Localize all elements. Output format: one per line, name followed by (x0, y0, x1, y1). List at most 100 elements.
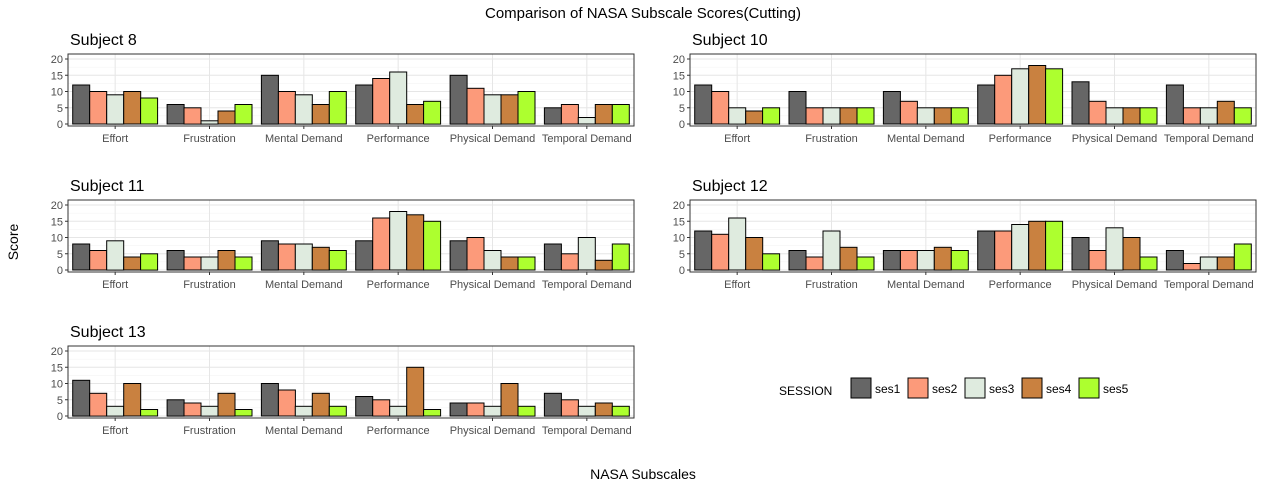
y-tick-label: 10 (673, 87, 685, 99)
y-axis-title: Score (5, 224, 21, 261)
bar-ses4-frustration (217, 250, 236, 271)
y-tick-label: 20 (51, 54, 63, 66)
x-tick-label: Temporal Demand (542, 425, 632, 437)
panel-border (67, 53, 635, 127)
bar-ses2-performance (372, 217, 391, 271)
bar-ses3-frustration (822, 230, 841, 271)
facet-panels: Subject 8 0 5 10 15 20 Effort Frustration Mental… (51, 32, 1257, 437)
bar-ses2-performance (994, 230, 1013, 271)
y-tick-label: 15 (673, 70, 685, 82)
legend-key-ses3 (964, 377, 986, 399)
y-tick-label: 15 (673, 216, 685, 228)
x-tick-label: Performance (989, 133, 1052, 145)
bar-ses3-physical-demand (1105, 227, 1124, 271)
x-tick-label: Physical Demand (450, 279, 536, 291)
bar-ses5-temporal-demand (1233, 243, 1252, 271)
x-tick-label: Effort (102, 425, 128, 437)
bar-ses5-physical-demand (517, 405, 536, 417)
bar-ses5-effort (762, 107, 781, 125)
x-tick-label: Temporal Demand (1164, 133, 1254, 145)
bar-ses1-frustration (788, 250, 807, 271)
panel-title: Subject 13 (70, 324, 146, 341)
bar-ses5-effort (140, 409, 159, 417)
panel-background (68, 346, 634, 418)
bar-ses2-physical-demand (466, 237, 485, 271)
bar-ses1-temporal-demand (543, 243, 562, 271)
bar-ses3-effort (106, 405, 125, 417)
panel-border (689, 199, 1257, 273)
y-tick-label: 5 (679, 103, 685, 115)
bar-ses1-physical-demand (449, 240, 468, 271)
bar-ses3-performance (389, 211, 408, 271)
bar-ses5-physical-demand (517, 91, 536, 125)
bar-ses5-temporal-demand (611, 405, 630, 417)
bar-ses2-frustration (183, 402, 202, 417)
bar-ses3-performance (1011, 68, 1030, 125)
bar-ses2-frustration (183, 107, 202, 125)
y-tick-label: 10 (51, 87, 63, 99)
bar-ses1-mental-demand (260, 383, 279, 417)
bar-ses3-temporal-demand (577, 237, 596, 271)
bar-ses4-effort (123, 256, 142, 271)
bar-ses5-effort (140, 97, 159, 125)
x-tick-label: Mental Demand (887, 279, 965, 291)
bar-ses2-temporal-demand (560, 104, 579, 125)
panel-subject-10: Subject 10 0 5 10 15 20 Effort Frustration Menta… (673, 32, 1257, 145)
x-tick-label: Performance (367, 425, 430, 437)
bar-ses5-performance (1045, 220, 1064, 271)
bar-ses3-frustration (200, 256, 219, 271)
bar-ses2-performance (372, 78, 391, 125)
y-tick-label: 0 (679, 265, 685, 277)
bar-ses5-performance (423, 409, 442, 417)
bar-ses1-performance (977, 84, 996, 125)
bar-ses3-frustration (200, 120, 219, 125)
bar-ses4-temporal-demand (594, 104, 613, 125)
panel-title: Subject 12 (692, 178, 768, 195)
bar-ses4-performance (406, 366, 425, 417)
bar-ses3-performance (389, 71, 408, 125)
bar-ses2-frustration (805, 256, 824, 271)
y-tick-label: 20 (51, 200, 63, 212)
panel-subject-12: Subject 12 0 5 10 15 20 Effort Frustration Menta… (673, 178, 1257, 291)
bar-ses3-mental-demand (294, 94, 313, 125)
bar-ses4-mental-demand (933, 107, 952, 125)
bar-ses5-temporal-demand (611, 243, 630, 271)
x-tick-label: Frustration (805, 133, 858, 145)
bar-ses3-effort (728, 217, 747, 271)
x-tick-label: Frustration (183, 425, 236, 437)
x-tick-label: Performance (989, 279, 1052, 291)
bar-ses1-physical-demand (449, 402, 468, 417)
bar-ses4-effort (123, 91, 142, 125)
x-tick-label: Physical Demand (450, 133, 536, 145)
x-tick-label: Temporal Demand (542, 279, 632, 291)
y-tick-label: 0 (57, 411, 63, 423)
bar-ses1-mental-demand (882, 91, 901, 125)
bar-ses3-frustration (822, 107, 841, 125)
bar-ses2-effort (89, 392, 108, 417)
bar-ses1-temporal-demand (543, 392, 562, 417)
bar-ses3-physical-demand (483, 250, 502, 271)
bar-ses3-temporal-demand (577, 117, 596, 125)
bar-ses5-physical-demand (1139, 107, 1158, 125)
panel-background (690, 200, 1256, 272)
bar-ses5-effort (762, 253, 781, 271)
bar-ses4-frustration (217, 392, 236, 417)
bar-ses5-mental-demand (328, 250, 347, 271)
bar-ses5-mental-demand (950, 107, 969, 125)
legend-label-ses1: ses1 (875, 382, 901, 396)
bar-ses4-performance (1028, 220, 1047, 271)
bar-ses5-mental-demand (328, 405, 347, 417)
bar-ses4-temporal-demand (594, 402, 613, 417)
bar-ses2-effort (711, 233, 730, 271)
bar-ses3-performance (389, 405, 408, 417)
bar-ses4-performance (406, 214, 425, 271)
panel-subject-8: Subject 8 0 5 10 15 20 Effort Frustration Mental… (51, 32, 635, 145)
bar-ses4-physical-demand (1122, 107, 1141, 125)
y-tick-label: 10 (673, 233, 685, 245)
bar-ses5-mental-demand (950, 250, 969, 271)
legend-label-ses2: ses2 (932, 382, 958, 396)
bar-ses1-temporal-demand (1165, 84, 1184, 125)
bar-ses2-mental-demand (277, 389, 296, 417)
bar-ses1-physical-demand (1071, 237, 1090, 271)
y-tick-label: 10 (51, 379, 63, 391)
